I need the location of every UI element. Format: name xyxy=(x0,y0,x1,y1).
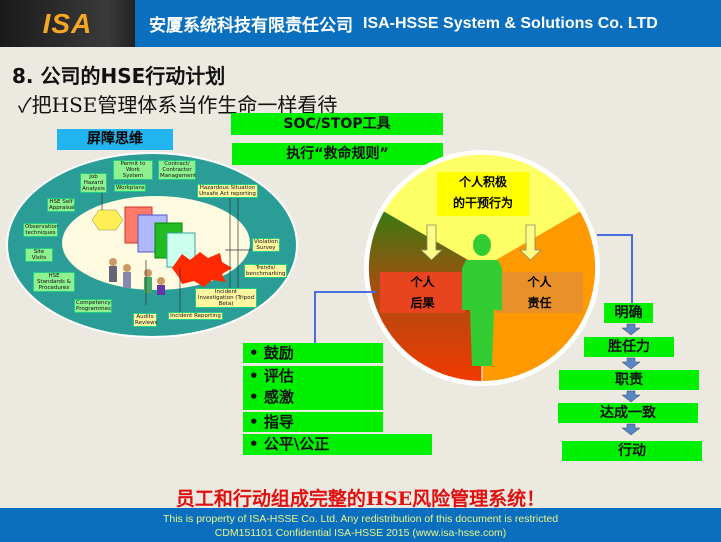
arrow-icons xyxy=(420,224,542,261)
label-incident-reporting: Incident Reporting xyxy=(168,312,223,320)
bullet-fairness: • 公平\公正 xyxy=(243,434,432,455)
label-hse-self-appraisal: HSE Self Appraisal xyxy=(47,198,75,212)
person-figure-icon xyxy=(462,234,502,366)
responsibility-box xyxy=(496,272,583,313)
chain-action: 行动 xyxy=(562,441,702,461)
label-trends-benchmarking: Trends/ benchmarking xyxy=(244,264,287,278)
header-bar: 安厦系统科技有限责任公司 ISA-HSSE System & Solutions… xyxy=(135,0,721,47)
label-hse-standards: HSE Standards & Procedures xyxy=(33,272,75,292)
footer: This is property of ISA-HSSE Co. Ltd. An… xyxy=(0,508,721,542)
personal-responsibility-label: 个人 责任 xyxy=(496,272,583,314)
label-incident-investigation: Incident Investigation (Tripod Beta) xyxy=(195,288,257,308)
intervention-line2: 的干预行为 xyxy=(452,196,513,210)
responsibility-line2: 责任 xyxy=(527,296,552,310)
bullet-text: 感激 xyxy=(263,388,294,406)
bullet-evaluate: • 评估 xyxy=(243,366,383,387)
personal-consequence-label: 个人 后果 xyxy=(380,272,465,314)
chain-arrow-icons xyxy=(621,323,641,436)
connector-lines xyxy=(300,234,633,356)
bullet-coach: • 指导 xyxy=(243,412,383,432)
chain-accountability: 职责 xyxy=(559,370,699,390)
footer-line2: CDM151101 Confidential ISA-HSSE 2015 (ww… xyxy=(214,527,507,539)
label-contractor-management: Contract/ Contractor Management xyxy=(158,160,197,180)
label-violation-survey: Violation Survey xyxy=(252,238,280,252)
bullet-text: 公平\公正 xyxy=(263,435,330,453)
soc-stop-box: SOC/STOP工具 xyxy=(231,113,443,135)
slide-title: 8. 公司的HSE行动计划 xyxy=(12,64,226,88)
logo-text: ISA xyxy=(42,7,93,39)
label-audits-reviews: Audits Reviews xyxy=(133,313,158,327)
chain-clarity: 明确 xyxy=(604,303,653,323)
wheel-diagram xyxy=(300,150,641,436)
footer-line1: This is property of ISA-HSSE Co. Ltd. An… xyxy=(162,513,559,525)
consequence-line2: 后果 xyxy=(410,296,435,310)
intervention-line1: 个人积极 xyxy=(458,175,507,189)
life-saving-rules-box: 执行“救命规则” xyxy=(232,143,443,165)
bullet-text: 指导 xyxy=(263,413,294,431)
label-job-hazard-analysis: Job Hazard Analysis xyxy=(80,173,107,193)
chain-alignment: 达成一致 xyxy=(558,403,698,423)
company-name-cn: 安厦系统科技有限责任公司 xyxy=(149,16,353,35)
label-hazardous-situation: Hazardous Situation Unsafe Act reporting xyxy=(197,184,258,198)
label-workplans: Workplans xyxy=(114,184,146,192)
logo: ISA xyxy=(0,0,135,47)
label-permit-to-work: Permit to Work System xyxy=(113,160,153,180)
positive-intervention-box: 个人积极 的干预行为 xyxy=(437,172,529,216)
bullet-text: 鼓励 xyxy=(263,344,294,362)
hexagon-shape xyxy=(91,209,124,231)
responsibility-line1: 个人 xyxy=(527,275,552,289)
consequence-box xyxy=(380,272,465,313)
incident-starburst xyxy=(172,252,232,287)
label-observation-techniques: Observation techniques xyxy=(23,223,59,237)
barrier-thinking-heading: 屏障思维 xyxy=(57,129,173,150)
chain-competence: 胜任力 xyxy=(584,337,674,357)
bottom-message: 员工和行动组成完整的HSE风险管理系统！ xyxy=(175,488,546,510)
label-competency-programmes: Competency Programmes xyxy=(74,299,112,313)
company-name-en: ISA-HSSE System & Solutions Co. LTD xyxy=(363,14,658,32)
bullet-appreciate: • 感激 xyxy=(243,387,383,410)
consequence-line1: 个人 xyxy=(410,275,435,289)
bullet-text: 评估 xyxy=(263,367,294,385)
label-site-visits: Site Visits xyxy=(25,248,53,262)
bullet-encourage: • 鼓励 xyxy=(243,343,383,363)
